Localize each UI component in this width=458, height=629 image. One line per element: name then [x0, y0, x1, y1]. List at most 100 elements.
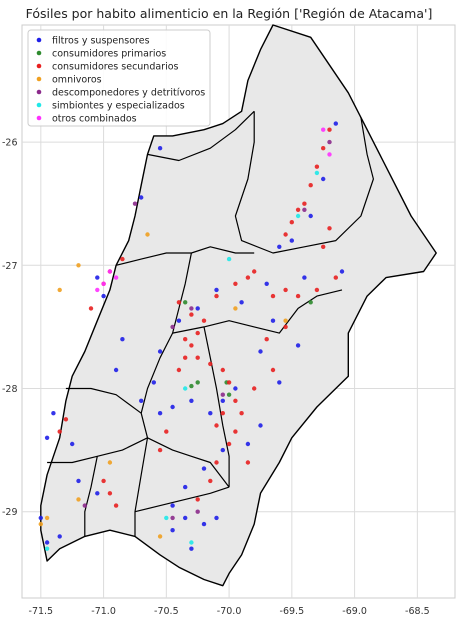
- data-point: [176, 300, 182, 305]
- data-point: [145, 232, 150, 237]
- province-border: [147, 110, 255, 162]
- data-point: [314, 287, 320, 293]
- data-point: [170, 404, 175, 410]
- x-tick-label: -69.0: [342, 606, 367, 617]
- data-point: [283, 232, 288, 237]
- data-point: [51, 411, 56, 416]
- y-tick-label: -28: [2, 384, 18, 395]
- province-border: [84, 456, 98, 537]
- data-point: [101, 281, 106, 286]
- data-point: [151, 380, 156, 385]
- data-points: [38, 121, 345, 551]
- data-point: [164, 515, 169, 521]
- data-point: [283, 287, 288, 293]
- data-point: [302, 207, 307, 212]
- data-point: [270, 318, 276, 323]
- legend-marker: [36, 76, 42, 82]
- data-point: [283, 318, 288, 323]
- data-point: [195, 330, 200, 336]
- data-point: [258, 423, 263, 428]
- data-point: [57, 429, 62, 434]
- data-point: [308, 213, 313, 219]
- data-point: [339, 269, 345, 274]
- x-tick-label: -69.5: [280, 606, 305, 617]
- data-point: [76, 497, 81, 502]
- data-point: [270, 293, 276, 299]
- data-point: [157, 349, 163, 354]
- data-point: [321, 146, 326, 151]
- data-point: [208, 361, 213, 367]
- data-point: [107, 460, 113, 465]
- province-border: [134, 486, 230, 513]
- data-point: [277, 244, 282, 249]
- data-point: [183, 484, 188, 490]
- axis-ticks: -71.5 -71.0 -70.5 -70.0 -69.5 -69.0 -68.5 -26 -2…: [2, 138, 430, 617]
- data-point: [327, 226, 332, 231]
- data-point: [76, 263, 81, 268]
- province-border: [234, 111, 374, 254]
- data-point: [277, 380, 282, 385]
- legend-label: omnivoros: [52, 74, 102, 85]
- data-point: [226, 441, 232, 447]
- legend-marker: [36, 89, 42, 95]
- data-point: [233, 429, 238, 434]
- data-point: [189, 540, 194, 545]
- province-border: [147, 437, 230, 488]
- data-point: [57, 534, 62, 539]
- data-point: [57, 287, 62, 293]
- data-point: [264, 281, 269, 286]
- data-point: [183, 515, 188, 521]
- data-point: [252, 269, 257, 274]
- y-tick-label: -29: [2, 507, 18, 518]
- data-point: [314, 170, 320, 176]
- data-point: [327, 152, 332, 157]
- data-point: [214, 293, 219, 299]
- legend-marker: [36, 63, 42, 69]
- data-point: [107, 269, 113, 274]
- data-point: [289, 238, 294, 243]
- data-point: [295, 343, 301, 348]
- data-point: [189, 343, 194, 348]
- data-point: [164, 429, 169, 434]
- data-point: [321, 244, 326, 249]
- data-point: [195, 380, 200, 385]
- data-point: [195, 306, 200, 311]
- legend-label: otros combinados: [52, 113, 137, 124]
- data-point: [214, 423, 219, 428]
- data-point: [283, 324, 288, 330]
- data-point: [70, 441, 75, 447]
- legend-marker: [36, 50, 42, 56]
- data-point: [233, 281, 238, 286]
- data-point: [214, 515, 219, 521]
- data-point: [233, 306, 238, 311]
- data-point: [88, 306, 94, 311]
- data-point: [220, 392, 225, 397]
- data-point: [38, 515, 43, 521]
- data-point: [220, 411, 225, 416]
- data-point: [44, 540, 50, 545]
- data-point: [95, 491, 100, 496]
- data-point: [239, 411, 244, 416]
- province-border: [65, 387, 142, 414]
- data-point: [139, 398, 144, 403]
- data-point: [107, 491, 113, 496]
- data-point: [214, 460, 219, 465]
- data-point: [195, 355, 200, 360]
- x-tick-label: -70.5: [154, 606, 179, 617]
- data-point: [170, 515, 175, 521]
- data-point: [226, 256, 232, 262]
- province-border: [134, 437, 149, 537]
- data-point: [295, 207, 301, 212]
- data-point: [157, 447, 163, 453]
- data-point: [289, 220, 294, 225]
- data-point: [157, 146, 163, 151]
- data-point: [220, 447, 225, 453]
- data-point: [239, 300, 244, 305]
- data-point: [82, 503, 88, 508]
- data-point: [308, 183, 313, 188]
- data-point: [302, 201, 307, 206]
- data-point: [245, 460, 251, 465]
- data-point: [189, 312, 194, 317]
